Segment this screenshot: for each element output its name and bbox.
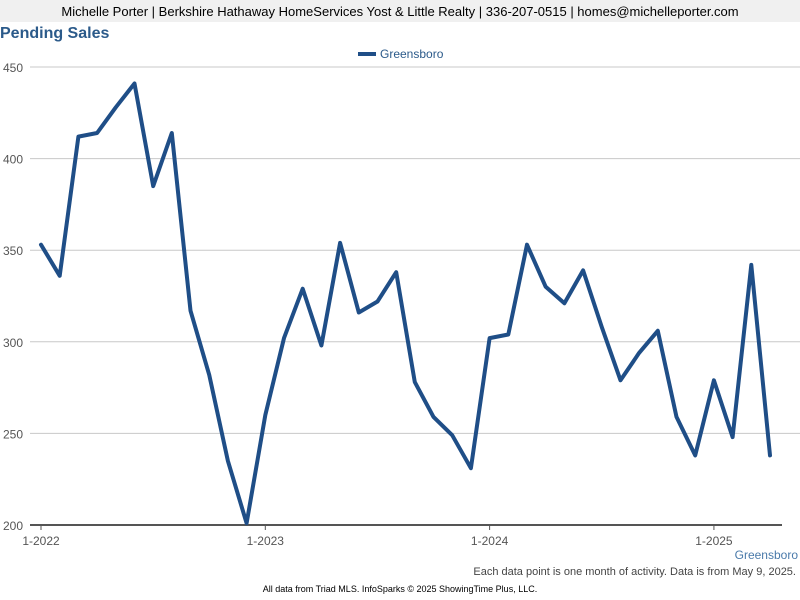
series-end-label: Greensboro — [734, 548, 798, 562]
y-tick-label: 450 — [3, 61, 23, 75]
data-note: Each data point is one month of activity… — [473, 566, 796, 578]
chart-title: Pending Sales — [0, 25, 110, 42]
series-line-greensboro — [39, 81, 772, 526]
header-contact-text: Michelle Porter | Berkshire Hathaway Hom… — [61, 3, 739, 19]
y-tick-label: 200 — [3, 519, 23, 533]
y-tick-label: 250 — [3, 427, 23, 441]
x-tick-label: 1-2023 — [247, 534, 285, 548]
x-tick-label: 1-2024 — [471, 534, 509, 548]
x-tick-label: 1-2022 — [22, 534, 60, 548]
y-tick-label: 400 — [3, 153, 23, 167]
y-tick-label: 300 — [3, 336, 23, 350]
header-contact-bar: Michelle Porter | Berkshire Hathaway Hom… — [0, 0, 800, 22]
footer-credit: All data from Triad MLS. InfoSparks © 20… — [262, 584, 538, 594]
legend-label: Greensboro — [380, 47, 444, 61]
chart-legend[interactable]: Greensboro — [358, 47, 443, 61]
y-tick-label: 350 — [3, 244, 23, 258]
x-tick-label: 1-2025 — [695, 534, 733, 548]
legend-swatch-icon — [358, 52, 376, 56]
